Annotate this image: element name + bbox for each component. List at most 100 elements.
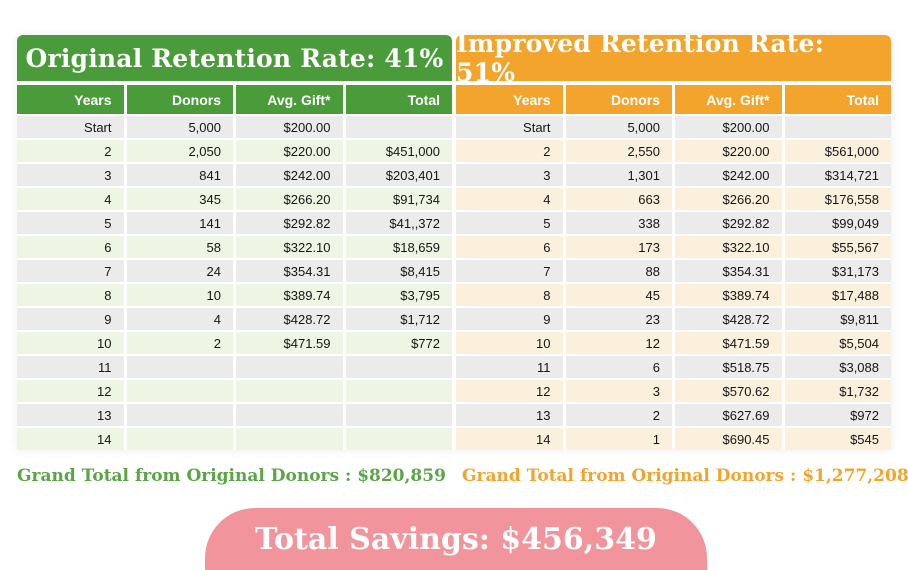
table-cell: 11 [17,356,124,378]
table-cell: 58 [126,236,233,258]
table-cell: 13 [456,404,563,426]
table-cell: 10 [456,332,563,354]
table-cell: $200.00 [236,116,343,138]
table-cell: 4 [456,188,563,210]
table-cell: $99,049 [784,212,891,234]
table-cell: 3 [456,164,563,186]
table-cell: $1,712 [345,308,452,330]
table-cell: $31,173 [784,260,891,282]
table-cell: $518.75 [675,356,782,378]
table-cell [345,404,452,426]
table-cell: 9 [456,308,563,330]
table-cell: $389.74 [236,284,343,306]
table-cell: 10 [17,332,124,354]
table-cell: $292.82 [675,212,782,234]
table-cell: 663 [565,188,672,210]
original-table-column-headers: Years Donors Avg. Gift* Total [17,85,452,114]
table-cell: 338 [565,212,672,234]
table-cell [345,116,452,138]
improved-retention-table: Improved Retention Rate: 51% Years Donor… [456,29,891,450]
improved-table-body: Start 5,000 $200.00 2 2,550 $220.00 $561,000 3 1… [456,116,891,450]
improved-grand-total: Grand Total from Original Donors : $1,27… [462,466,908,486]
table-cell [126,404,233,426]
table-cell: $41,,372 [345,212,452,234]
improved-table-column-headers: Years Donors Avg. Gift* Total [456,85,891,114]
table-cell: $354.31 [675,260,782,282]
table-cell: $451,000 [345,140,452,162]
table-cell: $322.10 [236,236,343,258]
table-cell: $570.62 [675,380,782,402]
table-cell: $8,415 [345,260,452,282]
table-cell: $322.10 [675,236,782,258]
table-cell: 7 [456,260,563,282]
table-cell: $176,558 [784,188,891,210]
table-cell: 4 [17,188,124,210]
table-cell: 2 [17,140,124,162]
table-cell: 14 [17,428,124,450]
table-cell: $772 [345,332,452,354]
table-cell: $690.45 [675,428,782,450]
improved-table-title: Improved Retention Rate: 51% [456,29,891,87]
table-cell [236,428,343,450]
total-savings-label: Total Savings: $456,349 [255,521,657,557]
table-cell: 5,000 [126,116,233,138]
table-cell: $428.72 [236,308,343,330]
table-cell: 45 [565,284,672,306]
table-cell: 3 [565,380,672,402]
table-cell: 345 [126,188,233,210]
original-retention-table: Original Retention Rate: 41% Years Donor… [17,35,452,450]
table-cell: 14 [456,428,563,450]
table-cell: 6 [456,236,563,258]
table-cell: 13 [17,404,124,426]
table-cell: $292.82 [236,212,343,234]
table-cell [236,356,343,378]
table-cell: $471.59 [675,332,782,354]
table-cell: $200.00 [675,116,782,138]
table-cell: 8 [456,284,563,306]
table-cell [784,116,891,138]
table-cell: 5,000 [565,116,672,138]
table-cell: $627.69 [675,404,782,426]
column-header-avg-gift: Avg. Gift* [236,85,343,114]
table-cell: 2 [565,404,672,426]
table-cell [236,404,343,426]
table-cell: $545 [784,428,891,450]
table-cell: 141 [126,212,233,234]
table-cell: 2,550 [565,140,672,162]
table-cell: 23 [565,308,672,330]
table-cell: Start [456,116,563,138]
table-cell: 24 [126,260,233,282]
table-cell [345,356,452,378]
table-cell: $428.72 [675,308,782,330]
table-cell: $354.31 [236,260,343,282]
table-cell: $266.20 [675,188,782,210]
table-cell: 2 [456,140,563,162]
table-cell: $242.00 [236,164,343,186]
table-cell: $972 [784,404,891,426]
table-cell: $561,000 [784,140,891,162]
table-cell [236,380,343,402]
original-table-title: Original Retention Rate: 41% [17,35,452,81]
table-cell: $9,811 [784,308,891,330]
table-cell: 12 [565,332,672,354]
table-cell: 8 [17,284,124,306]
table-cell: $1,732 [784,380,891,402]
column-header-years: Years [456,85,563,114]
table-cell: 10 [126,284,233,306]
table-cell [345,428,452,450]
table-cell: $220.00 [675,140,782,162]
table-cell: 7 [17,260,124,282]
table-cell [126,380,233,402]
table-cell: 6 [565,356,672,378]
table-cell: 173 [565,236,672,258]
table-cell: $91,734 [345,188,452,210]
table-cell [345,380,452,402]
table-cell: $314,721 [784,164,891,186]
column-header-donors: Donors [565,85,672,114]
column-header-total: Total [784,85,891,114]
table-cell: 2 [126,332,233,354]
table-cell: 11 [456,356,563,378]
table-cell: $17,488 [784,284,891,306]
table-cell: $471.59 [236,332,343,354]
table-cell: 6 [17,236,124,258]
